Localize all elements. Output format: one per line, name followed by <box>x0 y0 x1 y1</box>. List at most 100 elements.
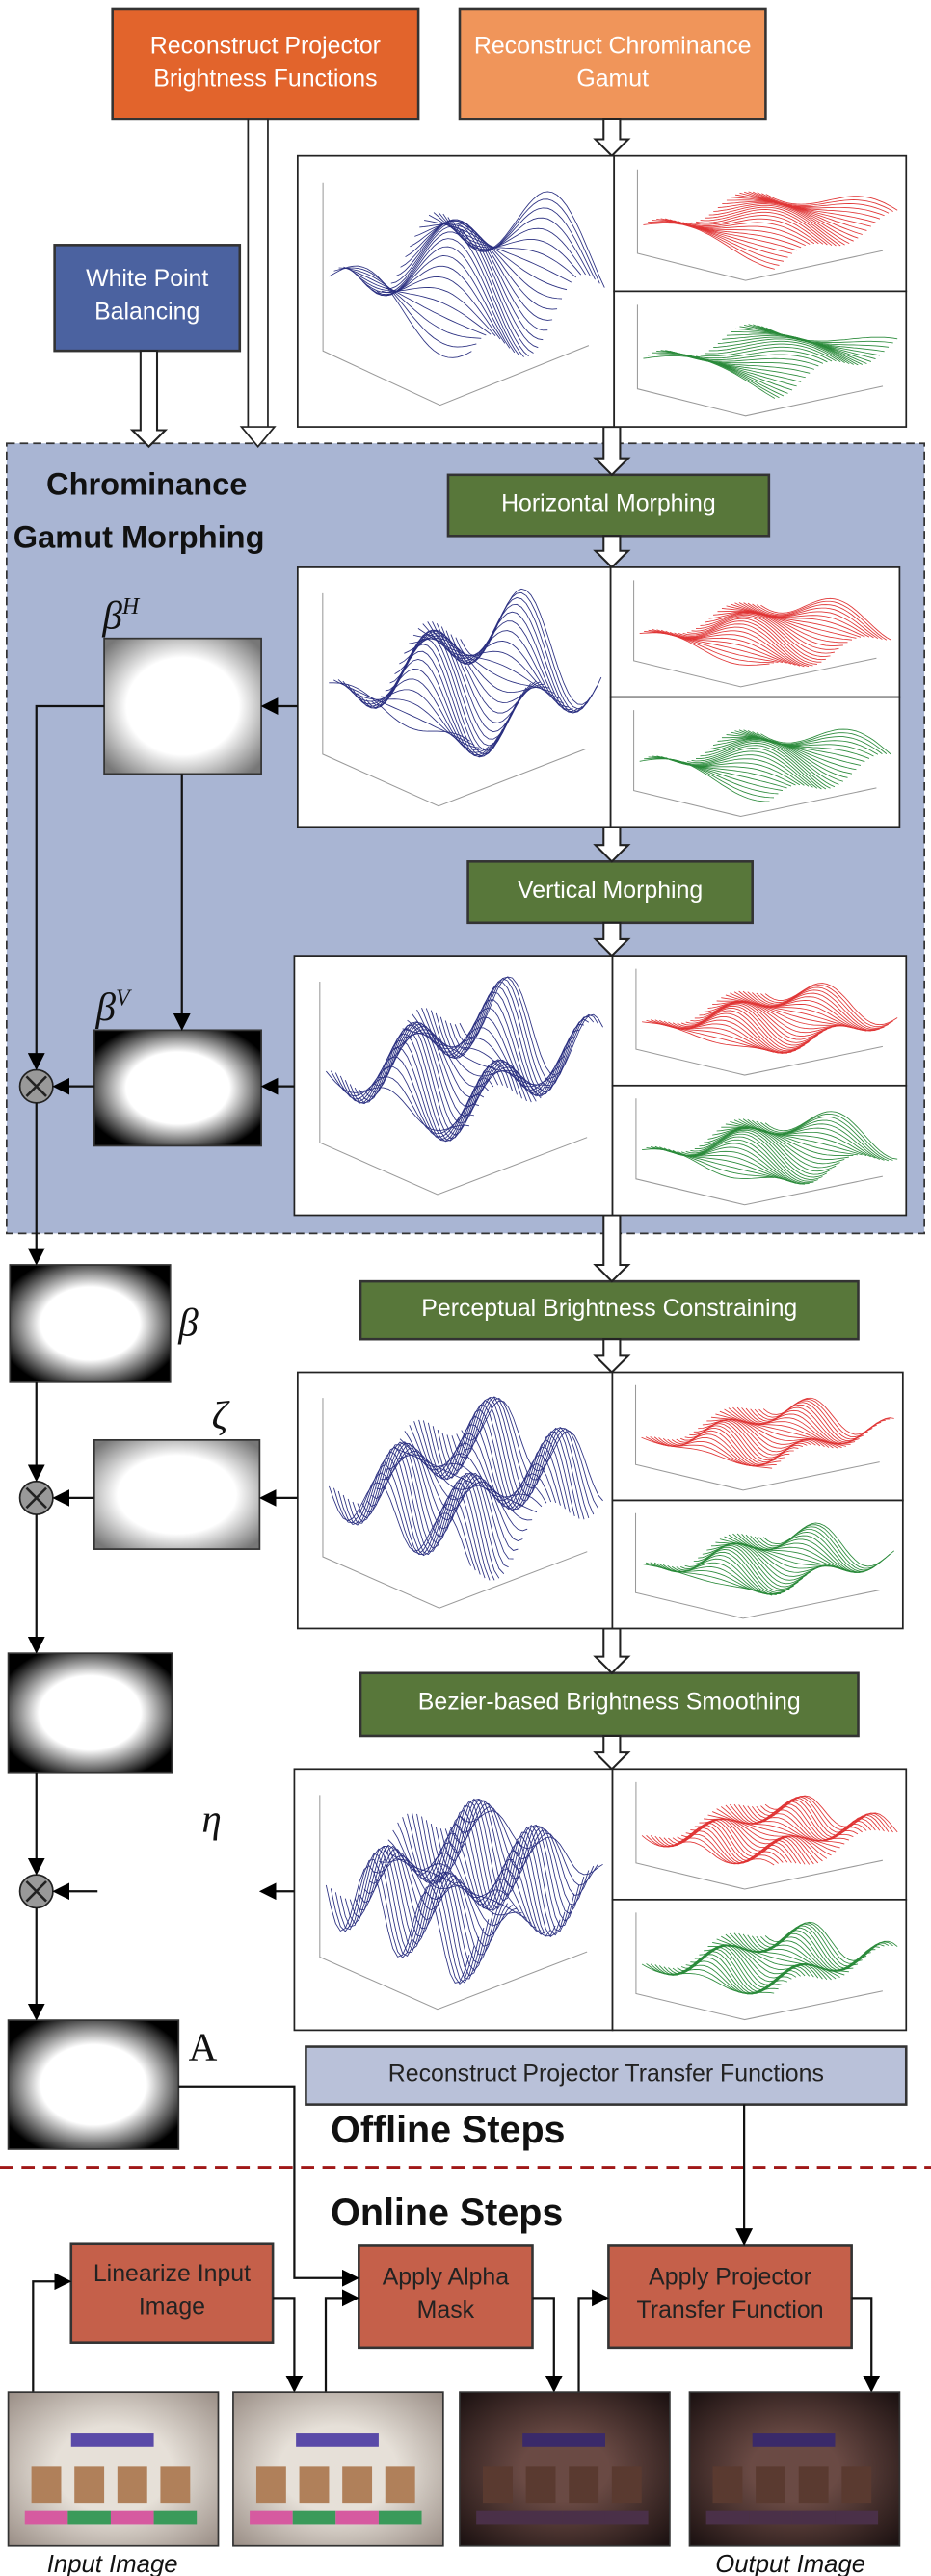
plot-mesh-line <box>339 1848 485 1980</box>
process-box <box>53 244 242 353</box>
plot-mesh-line <box>446 1397 590 1518</box>
plot-mesh-line <box>437 1400 580 1519</box>
multiply-cross <box>25 1075 47 1097</box>
plot-mesh-line <box>706 1542 838 1573</box>
process-box-label: Apply Projector Transfer Function <box>636 2265 824 2325</box>
plot-mesh-line <box>715 1541 847 1571</box>
plot-mesh-line <box>748 191 881 220</box>
plot-axis <box>634 1512 880 1619</box>
mask-image <box>7 1652 173 1774</box>
plot-mesh-line <box>459 976 603 1076</box>
plot-mesh-line <box>721 997 854 1029</box>
plot-mesh-line <box>760 985 893 1028</box>
mask-symbol: η <box>201 1797 221 1841</box>
mask-label: βV <box>95 985 133 1029</box>
plot-frame <box>611 1499 904 1630</box>
offline-label: Offline Steps <box>331 2109 565 2151</box>
plot-mesh-line <box>705 206 837 247</box>
photo-face <box>611 2466 642 2504</box>
plot-mesh-line <box>700 209 833 247</box>
photo-face <box>483 2466 513 2504</box>
plot-mesh-line <box>674 758 805 786</box>
photo-banner <box>522 2433 605 2447</box>
process-box-text-frame: Reconstruct Projector Brightness Functio… <box>149 33 381 92</box>
plot-mesh-line <box>695 614 826 661</box>
mask-image <box>9 1264 172 1383</box>
block-arrow-head <box>239 426 277 448</box>
photo-tag <box>519 2510 563 2525</box>
plot-frame <box>296 566 612 828</box>
photo-face <box>525 2466 556 2504</box>
photo-face <box>385 2466 415 2504</box>
photo-face <box>255 2466 286 2504</box>
plot-mesh-line <box>390 222 534 354</box>
mask-symbol: A <box>189 2024 218 2068</box>
connector-arrow <box>178 2085 359 2287</box>
plot-mesh-line <box>707 1001 840 1034</box>
plot-mesh-line <box>687 748 818 789</box>
plot-axis <box>319 1795 588 2011</box>
plot-mesh-line <box>680 1136 814 1184</box>
plot-mesh-line <box>717 610 848 644</box>
plot-mesh-line <box>343 266 487 336</box>
process-box-label: Reconstruct Chrominance Gamut <box>473 33 752 92</box>
mask-label: ζ <box>212 1393 230 1437</box>
process-box-text-frame: Apply Alpha Mask <box>383 2266 509 2325</box>
mask-label: βH <box>101 592 140 637</box>
plot-mesh-line <box>765 194 898 211</box>
plot-mesh-line <box>680 1819 814 1865</box>
plot-mesh-line <box>665 630 796 666</box>
plot-axis <box>635 1781 883 1890</box>
plot-mesh-line <box>430 1798 575 1928</box>
plot-mesh-line <box>425 1800 571 1932</box>
plot-mesh-line <box>707 1814 840 1849</box>
photo-face <box>342 2466 373 2504</box>
plot-mesh-line <box>734 602 865 638</box>
plot-axis <box>635 968 883 1076</box>
process-box-text-frame: Bezier-based Brightness Smoothing <box>418 1690 801 1716</box>
plot-mesh-line <box>438 212 582 276</box>
plot-mesh-line <box>717 336 850 365</box>
plot-mesh-line <box>381 1447 523 1541</box>
plot-mesh-line <box>359 1845 504 1956</box>
plot-mesh-line <box>685 1005 819 1048</box>
process-box <box>466 860 754 925</box>
plot-mesh-line <box>726 199 859 239</box>
process-box-text-frame: Vertical Morphing <box>518 878 703 904</box>
plot-mesh-line <box>758 1524 891 1569</box>
plot-mesh-line <box>741 1534 873 1573</box>
plot-mesh-line <box>691 616 822 663</box>
process-box-label: Perceptual Brightness Constraining <box>421 1296 798 1323</box>
plot-mesh-line <box>707 1127 840 1169</box>
plot-mesh-line <box>363 1849 508 1947</box>
process-box-label: Horizontal Morphing <box>501 490 716 517</box>
plot-mesh-line <box>352 1446 495 1581</box>
connector-arrow <box>532 2297 563 2393</box>
plot-mesh-line <box>366 1441 509 1568</box>
block-arrow <box>593 921 631 958</box>
plot-mesh-line <box>708 204 841 247</box>
photo-face <box>117 2466 147 2504</box>
plot-mesh-line <box>461 1400 603 1502</box>
plot-mesh-line <box>719 1538 851 1572</box>
process-box-label: Reconstruct Projector Brightness Functio… <box>149 33 381 92</box>
plot-mesh-line <box>421 1804 566 1936</box>
plot-mesh-line <box>708 340 841 362</box>
plot-mesh-line <box>712 1001 845 1030</box>
photo-tag <box>24 2510 68 2525</box>
process-box <box>607 2244 853 2350</box>
plot-mesh-line <box>678 221 811 245</box>
plot-mesh-line <box>690 1131 823 1180</box>
plot-mesh-line <box>347 1451 491 1581</box>
plot-mesh-line <box>672 1143 806 1185</box>
plot-mesh-line <box>765 327 898 342</box>
plot-mesh-line <box>742 990 876 1032</box>
plot-mesh-line <box>349 1845 494 1972</box>
plot-mesh-line <box>444 1800 590 1906</box>
plot-mesh-line <box>691 215 824 245</box>
process-box-label: White Point Balancing <box>86 267 209 327</box>
block-arrow <box>593 535 631 569</box>
plot-mesh-line <box>459 1810 603 1876</box>
plot-mesh-line <box>738 990 871 1032</box>
plot-mesh-line <box>752 1925 885 1969</box>
